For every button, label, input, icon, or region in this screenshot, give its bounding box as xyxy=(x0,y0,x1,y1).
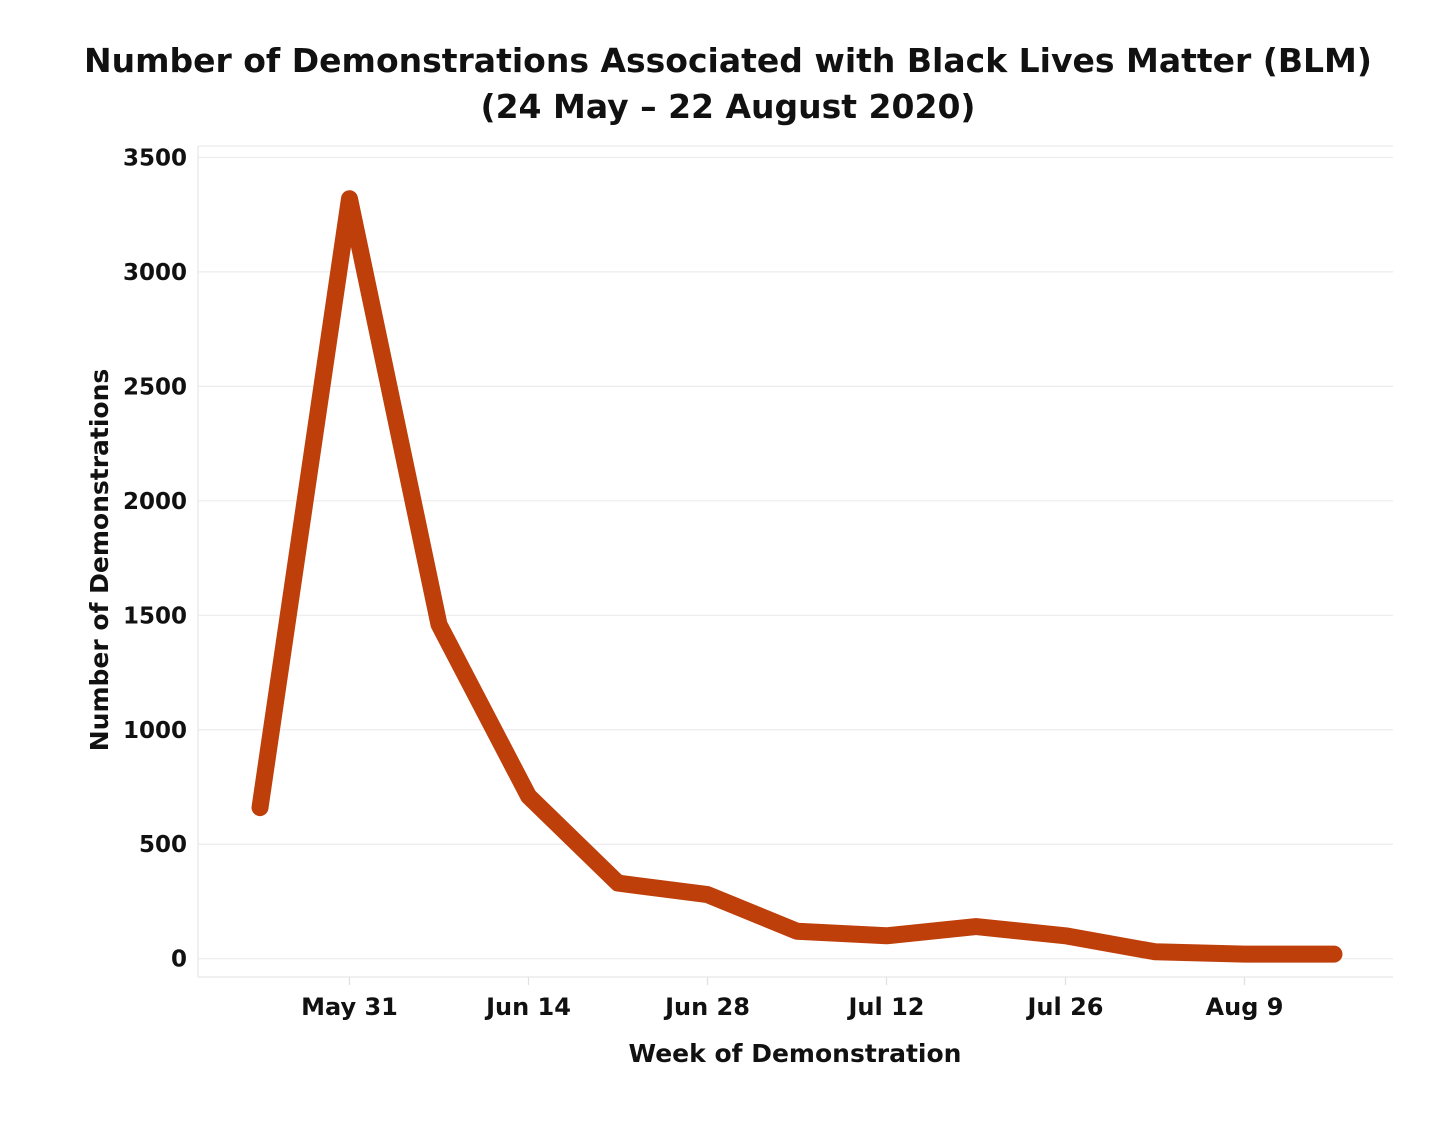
y-tick-label: 500 xyxy=(139,832,187,858)
y-axis-ticks: 0 500 1000 1500 2000 2500 3000 3500 xyxy=(123,145,187,972)
data-point xyxy=(1065,935,1066,937)
gridlines xyxy=(198,145,1393,960)
y-tick-label: 2500 xyxy=(123,374,187,400)
y-tick-label: 1000 xyxy=(123,718,187,744)
x-tick-label: May 31 xyxy=(301,993,398,1021)
data-point xyxy=(259,807,261,809)
data-point xyxy=(975,926,977,928)
chart-subtitle: (24 May – 22 August 2020) xyxy=(480,87,976,126)
axes xyxy=(197,146,1393,978)
x-axis-label: Week of Demonstration xyxy=(629,1039,962,1068)
y-tick-label: 2000 xyxy=(123,489,187,515)
data-point xyxy=(796,930,798,932)
data-point xyxy=(1333,953,1335,955)
data-point xyxy=(349,198,350,200)
chart-title: Number of Demonstrations Associated with… xyxy=(84,41,1372,80)
x-tick-label: Jul 12 xyxy=(847,993,925,1021)
data-point xyxy=(886,935,887,937)
data-point xyxy=(438,623,440,625)
x-tick-label: Aug 9 xyxy=(1206,993,1284,1021)
data-point xyxy=(707,894,708,896)
data-point xyxy=(528,795,529,797)
series-line xyxy=(251,190,1343,963)
x-tick-label: Jun 14 xyxy=(484,993,571,1021)
data-point xyxy=(617,882,619,884)
data-point xyxy=(1244,953,1245,955)
series-layer xyxy=(251,190,1343,963)
x-tick-label: Jul 26 xyxy=(1026,993,1104,1021)
x-tick-label: Jun 28 xyxy=(663,993,750,1021)
y-tick-label: 0 xyxy=(171,947,187,973)
y-tick-label: 1500 xyxy=(123,603,187,629)
y-axis-label: Number of Demonstrations xyxy=(85,369,114,752)
y-tick-label: 3500 xyxy=(123,145,187,171)
x-axis-ticks: May 31 Jun 14 Jun 28 Jul 12 Jul 26 Aug 9 xyxy=(301,977,1283,1021)
data-point xyxy=(1154,951,1156,953)
y-tick-label: 3000 xyxy=(123,260,187,286)
